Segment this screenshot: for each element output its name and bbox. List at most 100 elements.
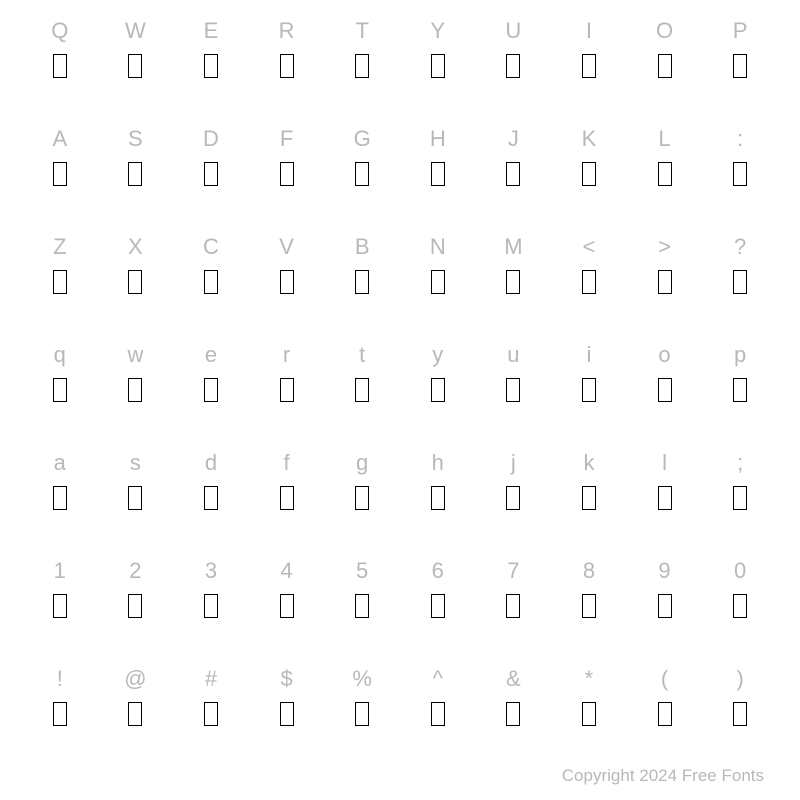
glyph-cell (400, 158, 476, 200)
glyph-cell (627, 374, 703, 416)
glyph-cell (249, 698, 325, 740)
label-row: !@#$%^&*() (22, 648, 778, 698)
missing-glyph-icon (733, 594, 747, 618)
missing-glyph-icon (204, 702, 218, 726)
char-label: N (400, 216, 476, 266)
char-label: L (627, 108, 703, 158)
label-row: QWERTYUIOP (22, 0, 778, 50)
missing-glyph-icon (128, 378, 142, 402)
glyph-cell (627, 590, 703, 632)
missing-glyph-icon (355, 54, 369, 78)
missing-glyph-icon (733, 270, 747, 294)
missing-glyph-icon (355, 270, 369, 294)
glyph-cell (551, 374, 627, 416)
glyph-cell (400, 590, 476, 632)
missing-glyph-icon (506, 54, 520, 78)
glyph-cell (22, 374, 98, 416)
missing-glyph-icon (280, 270, 294, 294)
char-label: B (324, 216, 400, 266)
char-label: g (324, 432, 400, 482)
char-label: F (249, 108, 325, 158)
missing-glyph-icon (128, 54, 142, 78)
glyph-cell (702, 482, 778, 524)
missing-glyph-icon (128, 162, 142, 186)
glyph-cell (627, 158, 703, 200)
missing-glyph-icon (506, 486, 520, 510)
char-label: 8 (551, 540, 627, 590)
char-label: W (98, 0, 174, 50)
char-label: # (173, 648, 249, 698)
missing-glyph-icon (53, 162, 67, 186)
glyph-cell (173, 50, 249, 92)
missing-glyph-icon (733, 702, 747, 726)
missing-glyph-icon (204, 162, 218, 186)
glyph-cell (173, 482, 249, 524)
glyph-cell (476, 374, 552, 416)
char-label: 4 (249, 540, 325, 590)
glyph-cell (249, 50, 325, 92)
glyph-cell (551, 590, 627, 632)
glyph-cell (702, 698, 778, 740)
char-label: e (173, 324, 249, 374)
missing-glyph-icon (280, 162, 294, 186)
copyright-text: Copyright 2024 Free Fonts (562, 766, 764, 786)
char-label: M (476, 216, 552, 266)
char-label: 0 (702, 540, 778, 590)
char-label: & (476, 648, 552, 698)
glyph-cell (400, 266, 476, 308)
char-label: Z (22, 216, 98, 266)
glyph-cell (22, 266, 98, 308)
glyph-cell (249, 482, 325, 524)
missing-glyph-icon (355, 702, 369, 726)
char-label: > (627, 216, 703, 266)
char-label: < (551, 216, 627, 266)
char-label: X (98, 216, 174, 266)
missing-glyph-icon (128, 702, 142, 726)
missing-glyph-icon (53, 378, 67, 402)
missing-glyph-icon (204, 378, 218, 402)
char-label: ( (627, 648, 703, 698)
char-label: E (173, 0, 249, 50)
char-label: J (476, 108, 552, 158)
glyph-row (22, 590, 778, 632)
missing-glyph-icon (658, 270, 672, 294)
glyph-cell (702, 266, 778, 308)
glyph-cell (476, 698, 552, 740)
char-label: R (249, 0, 325, 50)
glyph-cell (476, 590, 552, 632)
label-row: qwertyuiop (22, 324, 778, 374)
glyph-cell (627, 266, 703, 308)
missing-glyph-icon (733, 162, 747, 186)
glyph-cell (249, 590, 325, 632)
glyph-cell (98, 374, 174, 416)
char-label: * (551, 648, 627, 698)
char-label: 5 (324, 540, 400, 590)
char-label: @ (98, 648, 174, 698)
missing-glyph-icon (53, 486, 67, 510)
char-label: U (476, 0, 552, 50)
missing-glyph-icon (658, 702, 672, 726)
glyph-cell (173, 698, 249, 740)
glyph-cell (476, 482, 552, 524)
char-label: 1 (22, 540, 98, 590)
missing-glyph-icon (431, 54, 445, 78)
glyph-cell (400, 50, 476, 92)
missing-glyph-icon (658, 486, 672, 510)
missing-glyph-icon (355, 162, 369, 186)
glyph-cell (98, 158, 174, 200)
char-label: 7 (476, 540, 552, 590)
missing-glyph-icon (582, 162, 596, 186)
label-row: 1234567890 (22, 540, 778, 590)
glyph-cell (98, 266, 174, 308)
missing-glyph-icon (355, 378, 369, 402)
char-label: I (551, 0, 627, 50)
glyph-cell (22, 698, 98, 740)
missing-glyph-icon (53, 54, 67, 78)
glyph-cell (98, 590, 174, 632)
missing-glyph-icon (658, 594, 672, 618)
missing-glyph-icon (53, 594, 67, 618)
missing-glyph-icon (431, 270, 445, 294)
char-label: C (173, 216, 249, 266)
glyph-cell (22, 50, 98, 92)
char-label: i (551, 324, 627, 374)
